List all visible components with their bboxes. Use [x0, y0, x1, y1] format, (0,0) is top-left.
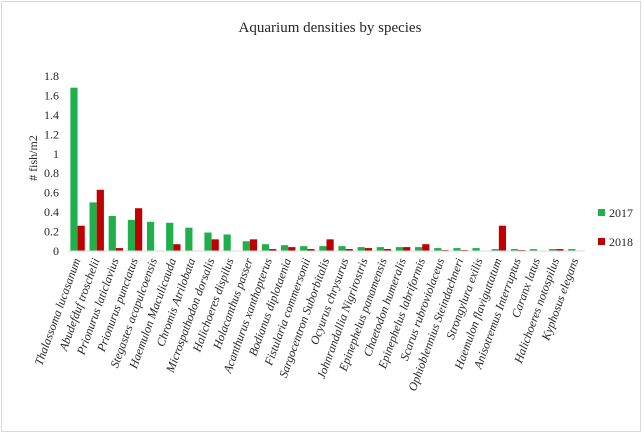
bar-2018-22: [498, 225, 507, 251]
bar-2017-16: [376, 247, 384, 251]
bar-2017-4: [146, 221, 155, 251]
y-tick-label: 1.4: [44, 108, 59, 122]
y-axis-ticks: 0 0.2 0.4 0.6 0.8 1 1.2 1.4 1.6 1.8: [44, 69, 59, 258]
bar-2017-6: [185, 227, 193, 251]
bar-2017-26: [568, 249, 576, 251]
bar-2017-5: [166, 222, 174, 251]
bar-2017-12: [300, 246, 308, 251]
chart-title: Aquarium densities by species: [239, 20, 422, 36]
bar-2017-8: [223, 234, 231, 251]
bar-2018-5: [173, 244, 181, 251]
y-tick-label: 0.6: [44, 186, 59, 200]
bar-2017-9: [242, 241, 250, 251]
bar-2017-15: [357, 247, 365, 251]
bar-2018-14: [345, 249, 353, 251]
bar-2017-20: [453, 248, 461, 251]
bar-2017-17: [395, 247, 404, 251]
legend: 2017 2018: [598, 206, 633, 249]
bar-2018-12: [307, 249, 315, 251]
bar-2018-1: [96, 189, 104, 251]
y-tick-label: 0.2: [44, 225, 59, 239]
bar-2017-11: [281, 245, 289, 251]
y-tick-label: 1: [53, 147, 59, 161]
bar-2017-18: [415, 247, 423, 251]
bar-2018-17: [403, 247, 411, 251]
bar-2018-16: [383, 249, 392, 251]
y-axis-title: # fish/m2: [26, 135, 40, 181]
bar-2017-7: [204, 232, 212, 251]
bars: [70, 87, 576, 251]
bar-2017-25: [549, 249, 557, 251]
bar-2017-22: [491, 249, 499, 251]
bar-2017-2: [108, 216, 116, 251]
bar-2018-7: [211, 239, 219, 251]
y-tick-label: 1.8: [44, 69, 59, 83]
y-tick-label: 0.4: [44, 205, 59, 219]
bar-2017-3: [127, 219, 136, 251]
bar-2017-14: [338, 246, 346, 251]
bar-2017-19: [434, 248, 442, 251]
bar-2017-0: [70, 87, 78, 251]
bar-2018-2: [115, 248, 124, 251]
bar-2017-21: [472, 248, 480, 251]
legend-swatch-2018: [598, 238, 605, 245]
bar-2018-18: [422, 244, 430, 251]
bar-2018-9: [249, 239, 258, 251]
bar-2017-10: [261, 244, 270, 251]
bar-2018-3: [135, 208, 143, 251]
y-tick-label: 1.6: [44, 88, 59, 102]
bar-2018-15: [364, 248, 372, 251]
legend-swatch-2017: [598, 209, 605, 216]
bar-2017-24: [529, 249, 538, 251]
bar-2017-13: [319, 246, 327, 251]
bar-2018-0: [77, 225, 85, 251]
bar-2018-25: [556, 249, 564, 251]
bar-2018-13: [326, 239, 334, 251]
bar-2017-23: [510, 249, 518, 251]
y-tick-label: 1.2: [44, 127, 59, 141]
bar-2018-11: [288, 247, 296, 251]
bar-2017-1: [89, 202, 97, 251]
y-tick-label: 0: [53, 244, 59, 258]
bar-2018-10: [269, 249, 277, 251]
y-tick-label: 0.8: [44, 166, 59, 180]
legend-label-2018: 2018: [609, 235, 633, 249]
legend-label-2017: 2017: [609, 206, 633, 220]
